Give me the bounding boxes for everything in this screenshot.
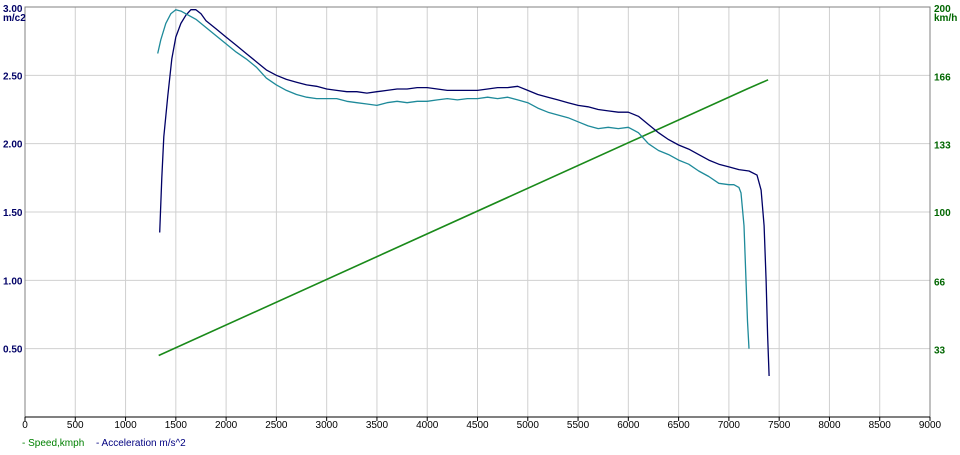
y-left-tick-label: 2.00 (3, 140, 23, 151)
y-right-tick-label: 100 (934, 208, 951, 219)
x-tick-label: 2000 (215, 420, 238, 431)
x-tick-label: 2500 (265, 420, 288, 431)
legend-speed: - Speed,kmph (22, 438, 84, 449)
grid (25, 7, 930, 417)
series-layer (157, 9, 770, 377)
y-left-tick-label: 2.50 (3, 71, 23, 82)
y-right-tick-label: 133 (934, 140, 951, 151)
x-tick-label: 4500 (466, 420, 489, 431)
y-right-tick-label: 66 (934, 278, 946, 289)
x-tick-label: 1000 (114, 420, 137, 431)
y-right-axis-ticks: 33 66 100 133 166 200 (934, 4, 951, 356)
x-tick-label: 1500 (165, 420, 188, 431)
legend-acceleration: - Acceleration m/s^2 (96, 438, 186, 449)
x-tick-label: 9000 (919, 420, 942, 431)
y-right-tick-label: 33 (934, 345, 946, 356)
y-left-tick-label: 0.50 (3, 345, 23, 356)
y-right-tick-label: 166 (934, 73, 951, 84)
x-tick-label: 5000 (517, 420, 540, 431)
acceleration-line (159, 9, 770, 377)
x-tick-label: 3500 (366, 420, 389, 431)
x-tick-label: 7000 (718, 420, 741, 431)
y-right-tick-label: 200 (934, 4, 951, 15)
x-tick-label: 5500 (567, 420, 590, 431)
x-tick-label: 8500 (869, 420, 892, 431)
y-left-tick-label: 1.50 (3, 208, 23, 219)
x-tick-label: 7500 (768, 420, 791, 431)
x-tick-label: 4000 (416, 420, 439, 431)
y-left-axis-ticks: 0.50 1.00 1.50 2.00 2.50 3.00 (3, 4, 23, 356)
acceleration-line-secondary (157, 9, 750, 349)
y-right-axis-label: km/h (934, 13, 957, 24)
speed-line (158, 79, 769, 357)
x-tick-label: 3000 (316, 420, 339, 431)
y-left-tick-label: 1.00 (3, 276, 23, 287)
x-axis-ticks: 0 500 1000 1500 2000 2500 3000 3500 4000 4500 5000… (22, 417, 942, 431)
x-tick-label: 500 (67, 420, 84, 431)
x-tick-label: 6000 (617, 420, 640, 431)
x-tick-label: 6500 (667, 420, 690, 431)
y-left-axis-label: m/c2 (3, 13, 26, 24)
x-tick-label: 8000 (818, 420, 841, 431)
x-tick-label: 0 (22, 420, 28, 431)
y-left-tick-label: 3.00 (3, 4, 23, 15)
